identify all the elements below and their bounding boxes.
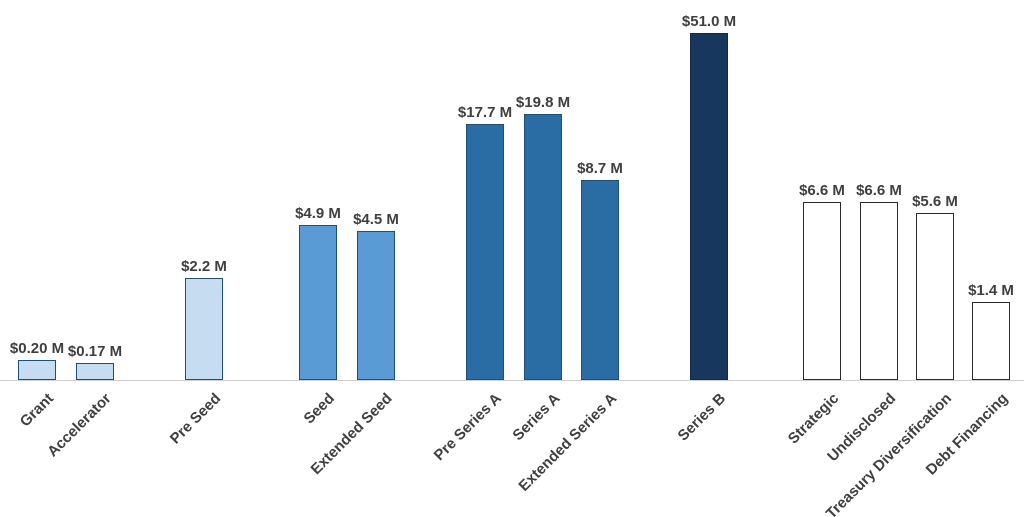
bar-accelerator xyxy=(76,363,114,380)
bar-grant xyxy=(18,360,56,380)
category-label-seed: Seed xyxy=(300,390,339,428)
bar-value-label: $2.2 M xyxy=(181,258,227,275)
bar-undisclosed xyxy=(860,202,898,380)
bar-group-debt-financing: $1.4 M Debt Financing xyxy=(922,282,1014,479)
bar-group-series-a: $19.8 M Series A xyxy=(509,94,570,444)
bar-value-label: $8.7 M xyxy=(577,160,623,177)
bar-group-series-b: $51.0 M Series B xyxy=(675,13,737,444)
bar-group-extended-series-a: $8.7 M Extended Series A xyxy=(515,160,623,495)
bar-value-label: $0.17 M xyxy=(67,343,123,360)
bar-series-a xyxy=(524,114,562,380)
bar-group-accelerator: $0.17 M Accelerator xyxy=(45,343,122,460)
category-label-extended-series-a: Extended Series A xyxy=(515,390,621,495)
bar-value-label: $19.8 M xyxy=(515,94,571,111)
x-axis-line xyxy=(0,380,1024,381)
bar-extended-seed xyxy=(357,231,395,380)
category-label-series-a: Series A xyxy=(508,390,564,445)
bar-strategic xyxy=(803,202,841,380)
category-label-strategic: Strategic xyxy=(784,390,843,448)
bar-seed xyxy=(299,225,337,380)
category-label-grant: Grant xyxy=(16,390,58,431)
bar-value-label: $5.6 M xyxy=(912,193,958,210)
category-label-series-b: Series B xyxy=(674,390,730,445)
bar-group-undisclosed: $6.6 M Undisclosed xyxy=(824,182,902,465)
bar-treasury-diversification xyxy=(916,213,954,380)
bar-value-label: $17.7 M xyxy=(457,104,513,121)
bar-group-pre-seed: $2.2 M Pre Seed xyxy=(167,258,227,447)
bar-pre-seed xyxy=(185,278,223,380)
bar-group-seed: $4.9 M Seed xyxy=(295,205,341,427)
bar-group-strategic: $6.6 M Strategic xyxy=(785,182,845,447)
bar-value-label: $6.6 M xyxy=(799,182,845,199)
bar-value-label: $1.4 M xyxy=(968,282,1014,299)
bar-value-label: $4.9 M xyxy=(295,205,341,222)
bar-pre-series-a xyxy=(466,124,504,380)
bar-group-treasury-diversification: $5.6 M Treasury Diversification xyxy=(823,193,958,517)
bar-value-label: $51.0 M xyxy=(681,13,737,30)
bar-group-extended-seed: $4.5 M Extended Seed xyxy=(308,211,399,478)
bar-value-label: $6.6 M xyxy=(856,182,902,199)
bar-extended-series-a xyxy=(581,180,619,380)
bar-group-pre-series-a: $17.7 M Pre Series A xyxy=(431,104,512,464)
bar-value-label: $4.5 M xyxy=(353,211,399,228)
bar-value-label: $0.20 M xyxy=(9,340,65,357)
bar-debt-financing xyxy=(972,302,1010,380)
category-label-pre-series-a: Pre Series A xyxy=(430,390,506,465)
category-label-pre-seed: Pre Seed xyxy=(166,390,225,448)
bar-series-b xyxy=(690,33,728,380)
bar-group-grant: $0.20 M Grant xyxy=(10,340,64,430)
